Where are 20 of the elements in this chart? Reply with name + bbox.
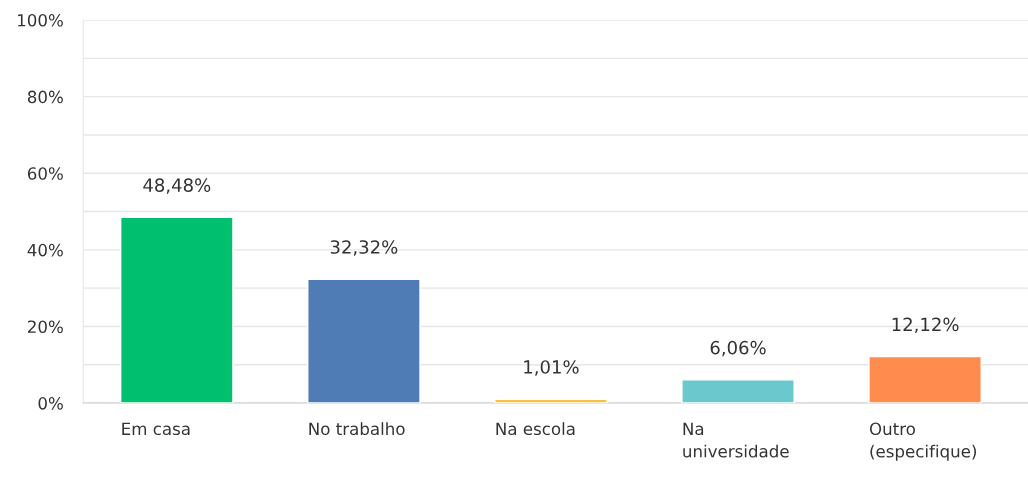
x-tick-label: No trabalho bbox=[309, 422, 405, 436]
x-tick-label: Em casa bbox=[122, 422, 190, 436]
y-tick-label: 40% bbox=[27, 243, 63, 257]
bar bbox=[868, 355, 982, 404]
data-label: 1,01% bbox=[524, 360, 579, 376]
y-tick-label: 60% bbox=[27, 167, 63, 180]
bar bbox=[307, 278, 421, 404]
data-label: 48,48% bbox=[143, 178, 211, 194]
x-tick-label: Outro (especifique) bbox=[869, 422, 977, 461]
data-label: 32,32% bbox=[330, 240, 398, 256]
bar bbox=[681, 379, 795, 404]
y-tick-label: 100% bbox=[18, 14, 63, 27]
x-tick-label: Na universidade bbox=[683, 422, 789, 458]
y-tick-label: 80% bbox=[27, 90, 63, 104]
y-tick-label: 0% bbox=[38, 397, 63, 410]
bar bbox=[119, 216, 234, 404]
y-tick-label: 20% bbox=[28, 320, 63, 334]
x-tick-label: Na escola bbox=[496, 422, 575, 436]
data-label: 12,12% bbox=[892, 317, 959, 334]
data-label: 6,06% bbox=[710, 340, 766, 357]
